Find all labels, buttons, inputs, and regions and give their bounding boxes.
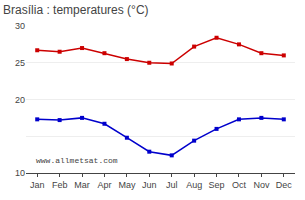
svg-text:Dec: Dec [276,180,293,190]
svg-text:Apr: Apr [97,180,111,190]
svg-text:Jan: Jan [30,180,45,190]
svg-text:Aug: Aug [186,180,202,190]
svg-text:Jul: Jul [166,180,178,190]
svg-text:www.allmetsat.com: www.allmetsat.com [36,156,118,165]
svg-text:Oct: Oct [232,180,247,190]
svg-text:10: 10 [15,168,25,178]
svg-text:Mar: Mar [74,180,90,190]
svg-text:Nov: Nov [253,180,270,190]
svg-text:Feb: Feb [52,180,68,190]
svg-text:Jun: Jun [142,180,157,190]
svg-text:Brasília : temperatures (°C): Brasília : temperatures (°C) [3,3,149,17]
svg-text:May: May [118,180,136,190]
svg-text:20: 20 [15,95,25,105]
svg-text:25: 25 [15,58,25,68]
svg-text:30: 30 [15,21,25,31]
svg-text:Sep: Sep [209,180,225,190]
